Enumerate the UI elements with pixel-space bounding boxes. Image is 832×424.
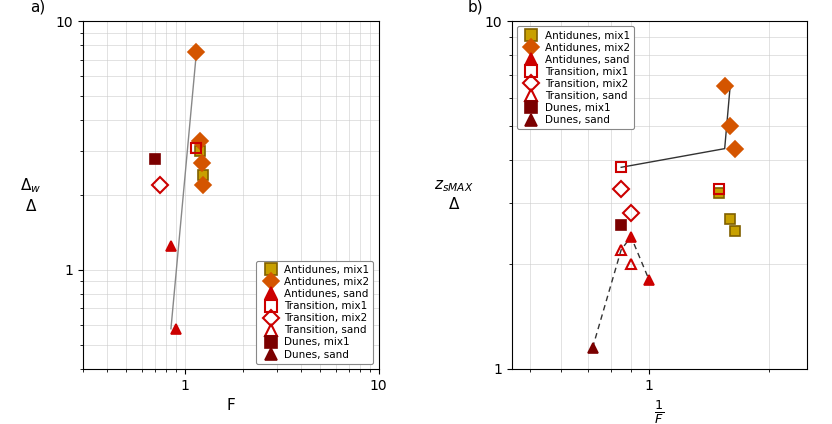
Y-axis label: $z_{sMAX}$
$\Delta$: $z_{sMAX}$ $\Delta$ (434, 178, 473, 212)
Text: b): b) (468, 0, 483, 14)
Legend: Antidunes, mix1, Antidunes, mix2, Antidunes, sand, Transition, mix1, Transition,: Antidunes, mix1, Antidunes, mix2, Antidu… (256, 261, 374, 364)
X-axis label: $\frac{1}{F}$: $\frac{1}{F}$ (654, 398, 664, 424)
Y-axis label: $\Delta_w$
$\Delta$: $\Delta_w$ $\Delta$ (20, 176, 42, 214)
X-axis label: F: F (226, 398, 235, 413)
Text: a): a) (30, 0, 45, 14)
Legend: Antidunes, mix1, Antidunes, mix2, Antidunes, sand, Transition, mix1, Transition,: Antidunes, mix1, Antidunes, mix2, Antidu… (517, 26, 634, 129)
